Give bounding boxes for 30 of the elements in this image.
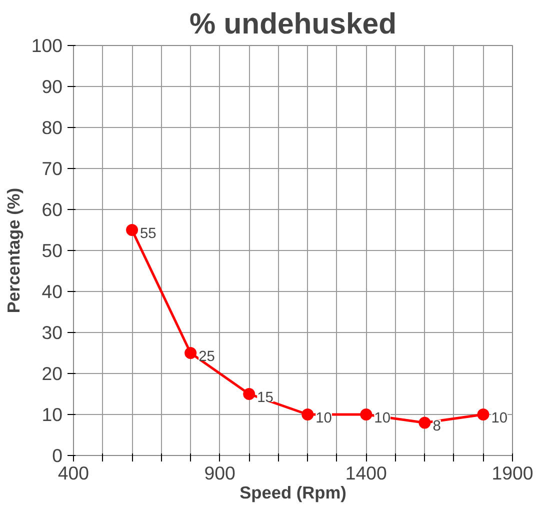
data-label: 10 [491, 410, 508, 426]
y-tick-label: 70 [42, 158, 63, 179]
data-label: 15 [257, 390, 274, 406]
y-tick-label: 80 [42, 117, 63, 138]
chart-title: % undehusked [190, 8, 396, 40]
x-tick-label: 1400 [345, 462, 387, 484]
point [360, 408, 372, 420]
y-axis-title: Percentage (%) [3, 188, 24, 314]
data-label: 25 [198, 349, 215, 365]
point [243, 388, 256, 400]
y-tick-label: 10 [42, 404, 63, 425]
data-label: 8 [432, 418, 441, 435]
y-tick-label: 50 [42, 240, 63, 261]
y-tick-label: 30 [42, 322, 63, 343]
point [302, 408, 314, 420]
x-tick-label: 1900 [492, 462, 534, 484]
y-tick-label: 60 [42, 199, 63, 220]
point [418, 416, 431, 429]
y-tick-label: 100 [31, 35, 63, 56]
y-tick-label: 90 [42, 76, 63, 97]
y-tick-label: 20 [42, 363, 63, 384]
point [184, 347, 197, 359]
data-label: 10 [316, 410, 332, 426]
data-label: 10 [374, 410, 390, 426]
x-axis-title: Speed (Rpm) [240, 482, 346, 502]
y-tick-label: 40 [42, 281, 63, 302]
data-label: 55 [140, 226, 156, 242]
point [126, 224, 138, 236]
point [477, 408, 490, 420]
x-tick-label: 900 [204, 462, 236, 484]
